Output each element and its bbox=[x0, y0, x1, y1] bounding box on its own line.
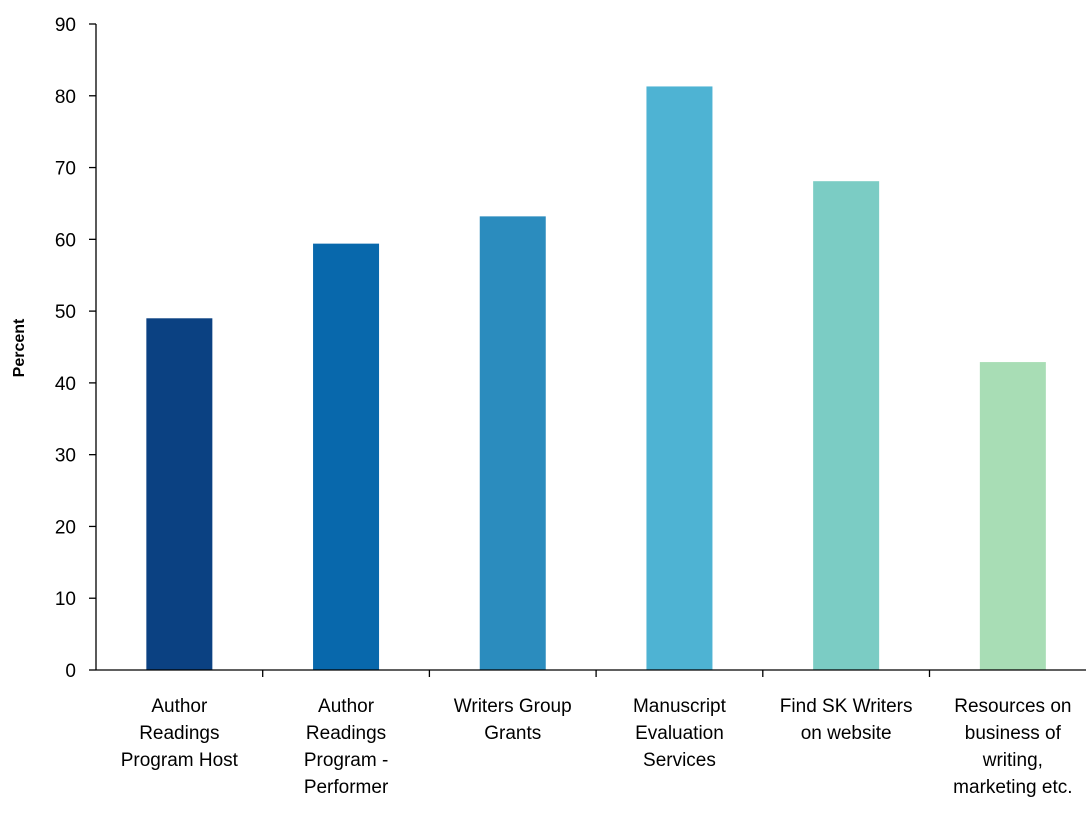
bar bbox=[313, 243, 380, 670]
y-tick-label: 10 bbox=[55, 589, 76, 610]
bar bbox=[146, 318, 213, 670]
x-category-label: Author Readings Program -Performer bbox=[304, 696, 389, 798]
x-category-label: Resources on business of writing, marketing… bbox=[953, 696, 1072, 798]
y-tick-label: 0 bbox=[65, 661, 76, 682]
bar bbox=[646, 86, 713, 671]
bar bbox=[813, 181, 880, 670]
y-tick-label: 70 bbox=[55, 159, 76, 180]
y-tick-label: 60 bbox=[55, 230, 76, 251]
bar bbox=[979, 362, 1046, 670]
x-category-label: Writers Group Grants bbox=[454, 696, 572, 744]
x-category-label: Find SK Writers on website bbox=[780, 696, 913, 744]
y-tick-label: 90 bbox=[55, 15, 76, 36]
y-axis-title: Percent bbox=[11, 318, 28, 377]
x-category-label: Manuscript Evaluation Services bbox=[633, 696, 727, 771]
x-axis: Author Readings Program Host Author Readings… bbox=[96, 669, 1086, 798]
x-category-label: Author Readings Program Host bbox=[121, 696, 239, 771]
y-axis: 0 10 20 30 40 50 60 70 80 90 bbox=[55, 15, 97, 682]
bar bbox=[479, 216, 546, 670]
y-tick-label: 20 bbox=[55, 517, 76, 538]
y-tick-label: 40 bbox=[55, 374, 76, 395]
y-tick-label: 80 bbox=[55, 87, 76, 108]
y-tick-label: 50 bbox=[55, 302, 76, 323]
y-tick-label: 30 bbox=[55, 446, 76, 467]
bars bbox=[146, 86, 1046, 671]
